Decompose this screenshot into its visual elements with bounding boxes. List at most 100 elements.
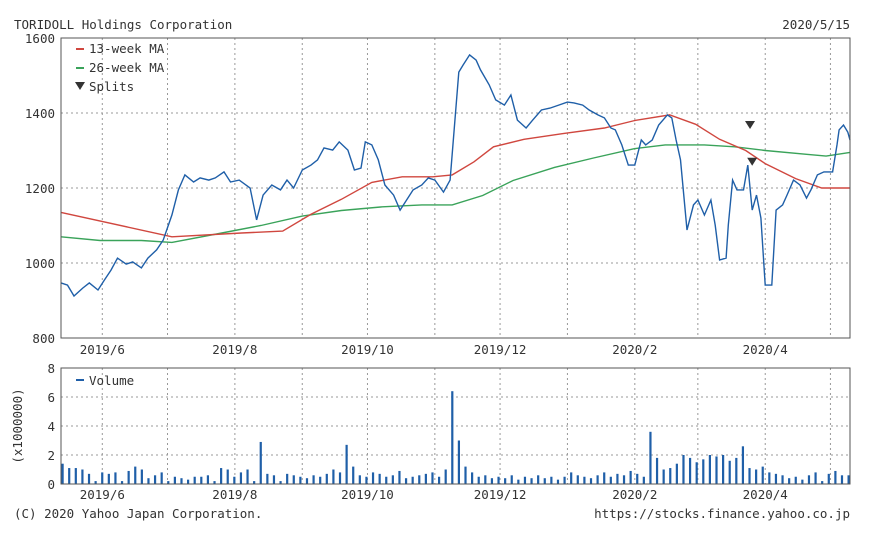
volume-bar bbox=[570, 472, 573, 484]
volume-bar bbox=[385, 476, 388, 484]
volume-bar bbox=[576, 475, 579, 484]
price-x-tick-label: 2019/6 bbox=[80, 342, 125, 357]
volume-bar bbox=[735, 457, 738, 484]
volume-bar bbox=[761, 466, 764, 484]
volume-bar bbox=[160, 472, 163, 484]
volume-bar bbox=[444, 469, 447, 484]
volume-bar bbox=[391, 475, 394, 484]
price-y-tick-label: 1400 bbox=[25, 106, 55, 121]
volume-bar bbox=[814, 472, 817, 484]
volume-x-tick-label: 2019/12 bbox=[474, 487, 527, 502]
volume-bar bbox=[153, 475, 157, 484]
volume-bar bbox=[134, 466, 137, 484]
volume-bar bbox=[259, 441, 262, 484]
price-y-tick-label: 1200 bbox=[25, 181, 55, 196]
volume-bar bbox=[715, 456, 718, 484]
volume-bar bbox=[682, 455, 685, 484]
volume-bar bbox=[193, 476, 196, 484]
volume-bar bbox=[471, 472, 474, 484]
legend-splits-label: Splits bbox=[89, 79, 134, 94]
volume-bar bbox=[596, 475, 599, 484]
price-x-tick-label: 2019/12 bbox=[474, 342, 527, 357]
split-marker bbox=[747, 157, 758, 166]
volume-y-tick-label: 8 bbox=[47, 361, 55, 376]
volume-bar bbox=[200, 476, 203, 484]
volume-bar bbox=[484, 475, 487, 484]
volume-bar bbox=[649, 431, 652, 484]
volume-bar bbox=[437, 476, 441, 484]
price-grid: 2019/6 2019/8 2019/10 2019/12 2020/2 2020/4 80… bbox=[25, 31, 850, 357]
volume-legend: Volume bbox=[76, 373, 134, 388]
volume-bar bbox=[398, 470, 401, 484]
volume-bar bbox=[246, 469, 249, 484]
volume-bar bbox=[550, 476, 553, 484]
volume-plot bbox=[61, 391, 850, 484]
volume-bar bbox=[840, 475, 844, 484]
volume-bar bbox=[537, 475, 540, 484]
price-x-tick-label: 2020/4 bbox=[743, 342, 788, 357]
volume-bar bbox=[510, 475, 513, 484]
volume-bar bbox=[669, 468, 672, 484]
price-x-tick-label: 2019/10 bbox=[341, 342, 394, 357]
volume-x-tick-label: 2020/2 bbox=[612, 487, 657, 502]
chart-date: 2020/5/15 bbox=[782, 17, 850, 32]
volume-bar bbox=[603, 472, 606, 484]
volume-bar bbox=[312, 475, 315, 484]
volume-bar bbox=[292, 475, 295, 484]
volume-y-tick-label: 2 bbox=[47, 448, 55, 463]
volume-bar bbox=[788, 478, 791, 484]
volume-bar bbox=[477, 476, 480, 484]
volume-bar bbox=[272, 475, 276, 484]
volume-bar bbox=[431, 472, 434, 484]
price-line bbox=[60, 53, 851, 298]
volume-x-tick-label: 2020/4 bbox=[743, 487, 788, 502]
source-link[interactable]: https://stocks.finance.yahoo.co.jp bbox=[594, 506, 850, 521]
volume-bar bbox=[305, 478, 309, 484]
volume-bar bbox=[319, 476, 322, 484]
volume-axis-label: (x1000000) bbox=[10, 388, 25, 463]
volume-bar bbox=[636, 473, 639, 484]
legend-volume-label: Volume bbox=[89, 373, 134, 388]
volume-bar bbox=[186, 479, 190, 484]
volume-bar bbox=[774, 473, 778, 484]
volume-bar bbox=[530, 478, 533, 484]
volume-bar bbox=[140, 469, 143, 484]
volume-bar bbox=[279, 481, 282, 484]
volume-y-tick-label: 0 bbox=[47, 477, 55, 492]
volume-bar bbox=[365, 476, 368, 484]
volume-bar bbox=[755, 469, 758, 484]
volume-bar bbox=[147, 478, 150, 484]
legend-ma13-label: 13-week MA bbox=[89, 41, 165, 56]
volume-bar bbox=[741, 446, 745, 484]
volume-bar bbox=[418, 475, 421, 484]
volume-bar bbox=[504, 478, 507, 484]
volume-bar bbox=[781, 475, 784, 484]
price-plot bbox=[60, 53, 851, 298]
volume-bar bbox=[728, 460, 731, 484]
price-y-tick-label: 1000 bbox=[25, 256, 55, 271]
volume-bar bbox=[120, 481, 124, 484]
volume-bar bbox=[68, 468, 71, 484]
price-x-tick-label: 2019/8 bbox=[212, 342, 257, 357]
volume-bar bbox=[206, 475, 210, 484]
splits-triangle-icon bbox=[75, 82, 85, 90]
volume-bar bbox=[81, 469, 84, 484]
volume-bar bbox=[404, 478, 408, 484]
copyright: (C) 2020 Yahoo Japan Corporation. bbox=[14, 506, 262, 521]
volume-bar bbox=[107, 473, 110, 484]
volume-bar bbox=[167, 481, 170, 484]
volume-bar bbox=[464, 466, 467, 484]
volume-bar bbox=[424, 473, 427, 484]
volume-x-tick-label: 2019/6 bbox=[80, 487, 125, 502]
volume-bar bbox=[61, 463, 64, 484]
volume-bar bbox=[213, 481, 216, 484]
volume-bar bbox=[101, 472, 104, 484]
volume-bar bbox=[688, 457, 692, 484]
volume-bar bbox=[325, 473, 328, 484]
volume-bar bbox=[87, 473, 91, 484]
volume-bar bbox=[695, 462, 698, 484]
volume-bar bbox=[622, 475, 626, 484]
volume-bar bbox=[722, 455, 725, 484]
ma26-line bbox=[60, 144, 851, 244]
